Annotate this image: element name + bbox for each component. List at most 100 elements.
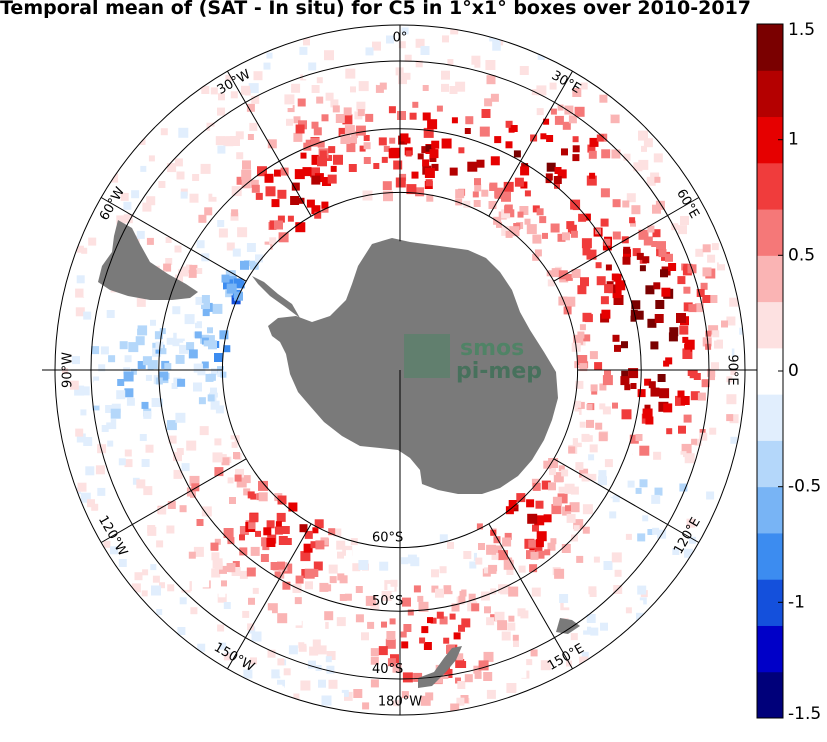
- data-cell: [327, 174, 337, 184]
- data-cell: [551, 504, 562, 515]
- data-cell: [235, 468, 244, 478]
- data-cell: [566, 221, 575, 230]
- data-cell: [142, 356, 152, 366]
- data-cell: [610, 487, 620, 497]
- data-cell: [150, 564, 157, 571]
- data-cell: [548, 482, 556, 491]
- data-cell: [200, 163, 211, 174]
- data-cell: [201, 361, 209, 369]
- data-cell: [213, 635, 220, 643]
- data-cell: [711, 243, 719, 251]
- data-cell: [683, 414, 692, 423]
- meridian-line: [100, 197, 247, 282]
- data-cell: [83, 311, 92, 320]
- data-cell: [678, 425, 686, 434]
- data-cell: [175, 274, 183, 283]
- data-cell: [227, 477, 234, 484]
- colorbar-swatch: [757, 24, 783, 71]
- data-cell: [299, 46, 308, 55]
- data-cell: [401, 27, 409, 35]
- data-cell: [579, 324, 586, 331]
- data-cell: [319, 150, 327, 158]
- data-cell: [424, 168, 435, 178]
- watermark-line1: smos: [460, 336, 524, 361]
- data-cell: [350, 86, 356, 93]
- data-cell: [546, 162, 556, 172]
- data-cell: [534, 515, 545, 526]
- data-cell: [410, 557, 420, 567]
- data-cell: [581, 651, 589, 659]
- data-cell: [425, 179, 433, 187]
- data-cell: [291, 182, 300, 191]
- data-cell: [246, 567, 256, 577]
- data-cell: [304, 530, 313, 539]
- data-cell: [199, 426, 209, 436]
- data-cell: [579, 656, 589, 666]
- data-cell: [486, 544, 497, 555]
- data-cell: [598, 470, 607, 479]
- data-cell: [212, 189, 220, 197]
- data-cell: [234, 474, 242, 482]
- data-cell: [304, 568, 315, 579]
- data-cell: [303, 543, 313, 553]
- data-cell: [167, 584, 175, 592]
- data-cell: [277, 679, 285, 688]
- data-cell: [729, 414, 739, 424]
- data-cell: [258, 480, 268, 491]
- data-cell: [639, 597, 647, 605]
- south-america-tip: [98, 220, 198, 300]
- data-cell: [306, 638, 314, 646]
- data-cell: [175, 354, 185, 364]
- data-cell: [650, 387, 660, 397]
- data-cell: [201, 200, 210, 209]
- colorbar-swatch: [757, 209, 783, 256]
- data-cell: [600, 188, 610, 198]
- data-cell: [399, 173, 407, 181]
- data-cell: [253, 71, 263, 81]
- data-cell: [647, 529, 654, 535]
- data-cell: [478, 543, 485, 550]
- data-cell: [76, 245, 84, 253]
- meridian-line: [100, 458, 247, 543]
- data-cell: [553, 176, 562, 184]
- data-cell: [275, 521, 282, 528]
- data-cell: [271, 199, 280, 208]
- data-cell: [534, 249, 542, 257]
- data-cell: [223, 136, 234, 147]
- data-cell: [569, 502, 580, 513]
- data-cell: [156, 540, 164, 548]
- data-cell: [641, 145, 647, 152]
- data-cell: [358, 52, 365, 59]
- data-cell: [124, 459, 133, 468]
- data-cell: [558, 486, 565, 493]
- data-cell: [326, 665, 335, 674]
- data-cell: [298, 197, 305, 204]
- meridian-line: [488, 70, 573, 217]
- watermark-logo: smos pi-mep: [404, 334, 542, 384]
- data-cell: [543, 514, 552, 523]
- data-cell: [387, 658, 396, 667]
- data-cell: [188, 349, 198, 359]
- data-cell: [198, 214, 207, 223]
- data-cell: [431, 140, 440, 149]
- data-cell: [131, 190, 140, 199]
- data-cell: [271, 669, 281, 679]
- data-cell: [168, 435, 177, 444]
- data-cell: [460, 695, 469, 703]
- data-cell: [574, 407, 582, 415]
- data-cell: [192, 174, 200, 181]
- data-cell: [454, 541, 462, 549]
- data-cell: [524, 190, 531, 197]
- data-cell: [558, 296, 568, 306]
- data-cell: [624, 384, 631, 391]
- data-cell: [446, 576, 454, 584]
- data-cell: [309, 646, 319, 656]
- data-cell: [249, 513, 259, 523]
- data-cell: [516, 493, 526, 503]
- data-cell: [591, 388, 598, 395]
- data-cell: [642, 515, 649, 522]
- data-cell: [184, 609, 191, 616]
- data-cell: [612, 199, 621, 208]
- data-cell: [230, 435, 240, 445]
- data-cell: [175, 412, 186, 423]
